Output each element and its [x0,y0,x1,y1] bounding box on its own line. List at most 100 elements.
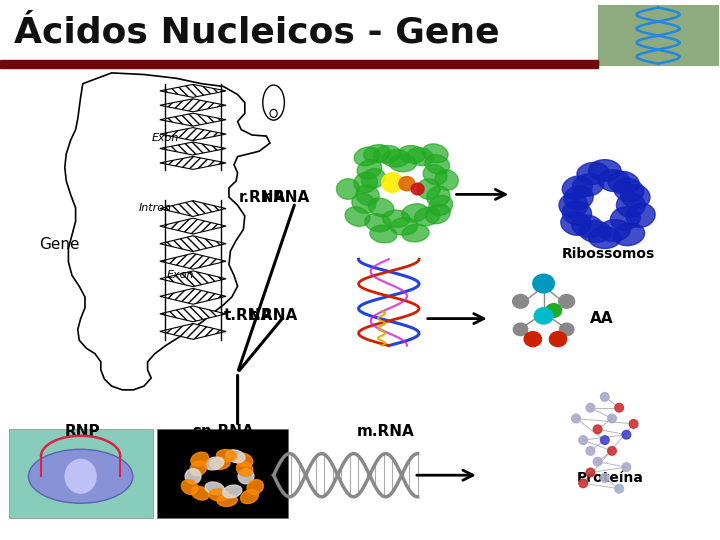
Ellipse shape [615,403,624,412]
Ellipse shape [345,207,370,226]
Ellipse shape [611,207,641,230]
Polygon shape [160,113,226,126]
Ellipse shape [425,154,449,174]
Text: Ribossomos: Ribossomos [562,247,655,261]
Ellipse shape [613,178,644,201]
Ellipse shape [423,165,447,185]
Ellipse shape [586,447,595,455]
Bar [0,60,598,68]
Ellipse shape [513,294,528,308]
Ellipse shape [435,170,458,190]
Ellipse shape [399,145,426,163]
Ellipse shape [524,332,541,347]
Ellipse shape [559,294,575,308]
Ellipse shape [357,159,382,179]
Ellipse shape [408,147,433,166]
Polygon shape [160,142,226,155]
Ellipse shape [417,179,440,199]
Ellipse shape [374,145,400,163]
Ellipse shape [382,150,410,167]
Polygon shape [160,84,226,97]
Polygon shape [160,157,226,170]
Ellipse shape [336,179,359,199]
Ellipse shape [382,210,410,227]
Ellipse shape [629,420,638,428]
Ellipse shape [546,303,562,318]
Ellipse shape [586,468,595,477]
Ellipse shape [354,172,377,193]
Polygon shape [160,127,226,140]
Ellipse shape [411,183,424,195]
Ellipse shape [588,160,621,181]
Bar [598,5,719,66]
Text: Ácidos Nucleicos - Gene: Ácidos Nucleicos - Gene [14,16,500,49]
Ellipse shape [29,449,133,503]
Ellipse shape [598,170,630,192]
Bar [9,429,153,518]
Ellipse shape [616,193,645,217]
Ellipse shape [429,195,453,215]
Ellipse shape [572,215,603,238]
Ellipse shape [204,457,224,470]
Text: Intron: Intron [138,203,171,213]
Ellipse shape [263,85,284,120]
Ellipse shape [382,173,403,192]
Text: t.RNA: t.RNA [224,308,273,323]
Ellipse shape [572,174,603,197]
Ellipse shape [238,469,254,484]
Ellipse shape [615,484,624,493]
Ellipse shape [390,218,418,235]
Bar [157,429,288,518]
Text: Exon: Exon [152,133,179,143]
Text: m.RNA: m.RNA [356,424,414,440]
Ellipse shape [608,447,616,455]
Polygon shape [160,288,226,304]
Ellipse shape [577,163,609,184]
Ellipse shape [185,469,201,484]
Ellipse shape [65,459,96,494]
Ellipse shape [600,474,609,482]
Ellipse shape [562,201,592,225]
Ellipse shape [598,220,630,241]
Ellipse shape [559,193,588,217]
Ellipse shape [579,436,588,444]
Ellipse shape [217,450,237,462]
Polygon shape [160,271,226,287]
Ellipse shape [209,489,229,501]
Ellipse shape [352,193,376,213]
Ellipse shape [593,425,602,434]
Ellipse shape [217,495,237,507]
Ellipse shape [533,274,554,293]
Text: t.RNA: t.RNA [248,308,297,323]
Polygon shape [160,253,226,269]
Ellipse shape [354,147,379,166]
Ellipse shape [361,168,385,188]
Ellipse shape [247,480,264,495]
Polygon shape [160,236,226,252]
Ellipse shape [626,204,655,227]
Ellipse shape [588,227,621,248]
Ellipse shape [562,176,593,199]
Ellipse shape [559,323,574,335]
Ellipse shape [415,207,440,226]
Ellipse shape [356,185,379,205]
Polygon shape [160,323,226,339]
Text: r.RNA: r.RNA [263,190,310,205]
Ellipse shape [191,452,209,466]
Ellipse shape [427,186,450,207]
Ellipse shape [426,204,450,224]
Ellipse shape [364,145,390,163]
Ellipse shape [561,212,591,235]
Ellipse shape [593,457,602,466]
Ellipse shape [572,414,580,423]
Ellipse shape [513,323,528,335]
Ellipse shape [586,403,595,412]
Ellipse shape [423,144,448,163]
Ellipse shape [181,480,198,495]
Ellipse shape [222,485,242,498]
Ellipse shape [240,490,258,504]
Ellipse shape [210,457,230,469]
Ellipse shape [608,171,639,194]
Polygon shape [160,306,226,322]
Ellipse shape [192,486,209,500]
